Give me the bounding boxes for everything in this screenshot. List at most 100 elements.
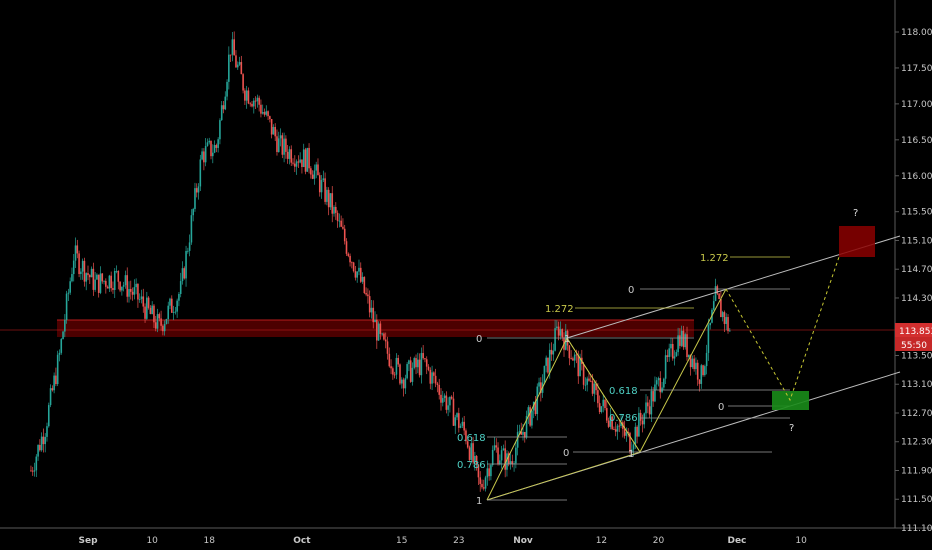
candle-body (677, 335, 679, 353)
candle-body (438, 384, 441, 395)
candle-body (80, 271, 82, 275)
candle-body (167, 305, 170, 320)
candle-body (506, 453, 508, 470)
candle-body (698, 379, 701, 384)
price-tick-label: 114.300 (901, 294, 932, 304)
candle-body (449, 396, 451, 406)
candle-body (176, 300, 178, 312)
price-tick-label: 115.500 (901, 208, 932, 218)
candle-body (251, 103, 253, 107)
candle-body (69, 281, 71, 293)
candle-body (201, 151, 203, 160)
candle-body (627, 432, 629, 433)
price-tick-label: 113.100 (901, 380, 932, 390)
candle-body (525, 416, 528, 438)
candle-body (65, 293, 68, 320)
candle-body (163, 324, 166, 332)
candle-body (515, 447, 517, 464)
candle-body (72, 260, 75, 275)
time-axis[interactable]: Sep 10 18 Oct 15 23 Nov 12 20 Dec 10 (78, 536, 807, 546)
candle-body (477, 464, 480, 478)
fib1-label-0618: 0.618 (457, 433, 486, 444)
time-tick-label: 12 (596, 536, 607, 546)
candle-body (709, 322, 711, 326)
candle-body (636, 426, 638, 437)
candle-body (270, 118, 273, 135)
harmonic-pattern-2-down (566, 337, 641, 453)
candle-body (147, 297, 150, 308)
fib1-label-0786: 0.786 (457, 460, 486, 471)
candle-body (434, 375, 437, 384)
candle-body (691, 358, 694, 368)
candle-body (137, 283, 139, 300)
harmonic-pattern-2[interactable] (639, 288, 727, 453)
candle-body (267, 111, 269, 117)
candle-body (659, 378, 662, 393)
candle-body (258, 97, 260, 105)
candle-body (290, 149, 293, 163)
candle-body (129, 289, 132, 292)
candle-body (584, 384, 587, 386)
candle-body (183, 268, 186, 279)
candle-body (122, 285, 125, 287)
price-tick-label: 116.000 (901, 172, 932, 182)
candle-body (388, 353, 391, 367)
candle-body (604, 399, 606, 409)
candle-body (217, 139, 219, 148)
harmonic-pattern-1-xc (486, 451, 641, 501)
candle-body (206, 142, 209, 147)
target-zone-sell[interactable] (839, 226, 875, 257)
candle-body (652, 391, 654, 402)
candle-body (144, 306, 146, 319)
candle-body (160, 318, 162, 326)
candle-body (326, 189, 328, 202)
candle-body (370, 307, 373, 313)
candle-body (40, 436, 43, 451)
candle-body (174, 311, 177, 313)
fib2-label-0618: 0.618 (609, 386, 638, 397)
candle-body (356, 271, 359, 278)
candle-body (101, 273, 104, 282)
candle-body (700, 365, 703, 384)
time-tick-label: Sep (78, 536, 98, 546)
resistance-zone[interactable] (57, 320, 694, 337)
candle-body (349, 255, 351, 263)
candle-body (639, 412, 642, 421)
candle-body (495, 445, 498, 448)
candle-body (597, 390, 599, 404)
candle-body (725, 317, 728, 324)
candle-body (614, 429, 617, 432)
candle-body (502, 448, 505, 451)
question-mark-top: ? (853, 208, 858, 219)
candle-body (384, 339, 387, 342)
candle-body (322, 178, 325, 181)
candle-body (204, 146, 207, 163)
candlestick-series (30, 31, 731, 492)
candle-body (540, 382, 542, 393)
price-tick-label: 117.500 (901, 64, 932, 74)
candle-body (531, 410, 533, 426)
candle-body (343, 228, 346, 242)
candle-body (425, 359, 428, 367)
candle-body (247, 90, 250, 104)
candle-body (365, 293, 367, 295)
target-zone-buy[interactable] (772, 391, 809, 410)
price-tick-label: 117.000 (901, 100, 932, 110)
candle-body (670, 343, 672, 349)
candle-body (117, 270, 120, 282)
candle-body (520, 431, 523, 435)
candle-body (654, 384, 656, 402)
candle-body (638, 412, 640, 437)
price-tick-label: 111.900 (901, 466, 932, 476)
candle-body (454, 417, 457, 426)
candle-body (279, 135, 282, 139)
candle-body (490, 465, 492, 477)
candle-body (103, 280, 105, 282)
candle-body (333, 206, 335, 214)
candle-body (170, 298, 173, 313)
candle-body (97, 274, 100, 293)
candle-body (646, 402, 649, 407)
candle-body (310, 168, 312, 175)
